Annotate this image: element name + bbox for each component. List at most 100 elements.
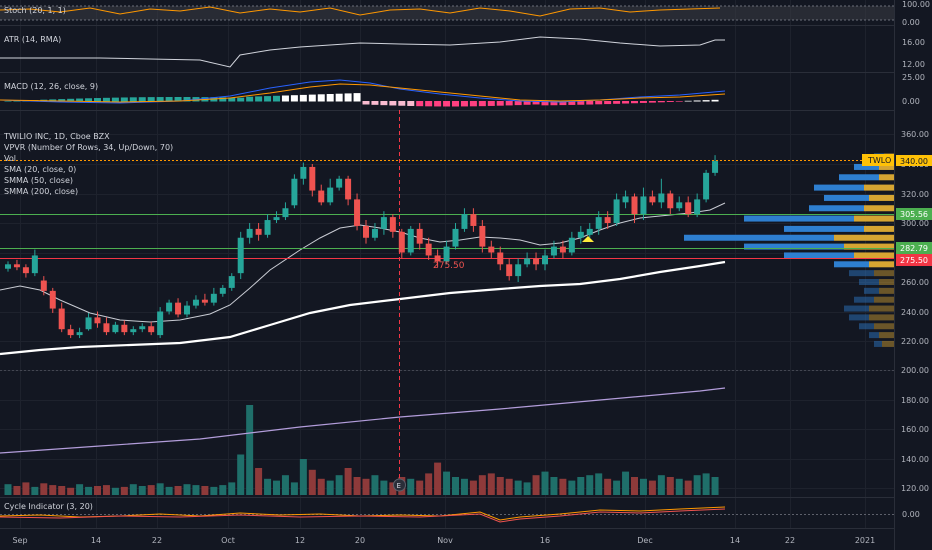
- time-tick: Nov: [437, 536, 453, 545]
- volume-bar: [165, 486, 173, 495]
- macd-bar: [111, 97, 119, 102]
- earnings-event-icon[interactable]: [393, 478, 406, 492]
- volume-bar: [416, 480, 424, 495]
- time-tick: 22: [152, 536, 162, 545]
- macd-bar: [532, 101, 540, 105]
- symbol-title[interactable]: TWILIO INC, 1D, Cboe BZX: [3, 132, 110, 141]
- vpvr-label[interactable]: VPVR (Number Of Rows, 34, Up/Down, 70): [4, 143, 173, 152]
- candle-body: [67, 329, 74, 336]
- macd-bar: [264, 96, 272, 102]
- volume-bar: [469, 480, 477, 495]
- volume-bar: [299, 459, 307, 495]
- smma50-label[interactable]: SMMA (50, close): [4, 176, 73, 185]
- candle-body: [649, 196, 656, 203]
- vp-row-down: [869, 194, 894, 201]
- stoch-pane[interactable]: Stoch (20, 1, 1): [0, 5, 894, 21]
- atr-tick: 16.00: [902, 38, 925, 47]
- candle-body: [300, 166, 307, 179]
- volume-bar: [353, 477, 361, 495]
- macd-bar: [487, 101, 495, 106]
- vp-row-up: [824, 194, 869, 201]
- time-tick: 22: [785, 536, 795, 545]
- candle-body: [13, 264, 20, 268]
- volume-bar: [568, 480, 576, 495]
- macd-bar: [684, 100, 692, 102]
- vp-row-up: [834, 261, 869, 268]
- macd-bar: [174, 97, 182, 102]
- stoch-label: Stoch (20, 1, 1): [4, 6, 66, 15]
- candle-body: [506, 264, 513, 277]
- price-axis[interactable]: 100.00 0.00 16.00 12.00 25.00 0.00 360.00 340.0…: [895, 0, 932, 550]
- volume-bar: [344, 468, 352, 495]
- macd-bar: [290, 95, 298, 102]
- volume-bar: [281, 475, 289, 495]
- macd-bar: [326, 94, 334, 102]
- vol-label[interactable]: Vol: [4, 154, 16, 163]
- macd-bar: [102, 97, 110, 102]
- candle-body: [443, 246, 450, 262]
- volume-bar: [675, 478, 683, 495]
- volume-bar: [290, 482, 298, 495]
- cycle-pane[interactable]: Cycle Indicator (3, 20): [0, 502, 894, 523]
- candle-body: [470, 214, 477, 226]
- volume-bar: [111, 487, 119, 495]
- volume-bar: [102, 485, 110, 495]
- candle-body: [94, 317, 101, 324]
- axis-background: [895, 0, 932, 550]
- candle-body: [112, 324, 119, 333]
- volume-bar: [666, 477, 674, 495]
- candle-body: [640, 196, 647, 215]
- macd-bar: [219, 97, 227, 102]
- last-price-text: 340.00: [900, 157, 928, 166]
- atr-label: ATR (14, RMA): [4, 35, 61, 44]
- macd-bar: [273, 95, 280, 102]
- macd-bar: [371, 101, 379, 105]
- volume-bar: [613, 480, 621, 495]
- macd-histogram: [4, 93, 719, 107]
- macd-bar: [523, 101, 531, 105]
- candle-body: [586, 228, 593, 235]
- candle-body: [345, 178, 352, 200]
- candle-body: [604, 217, 611, 223]
- candle-body: [703, 172, 710, 200]
- vp-row-up: [784, 252, 854, 259]
- ticker-tag-text: TWLO: [867, 156, 891, 165]
- volume-bar: [371, 475, 379, 495]
- candle-body: [166, 302, 173, 312]
- price-pane[interactable]: 275.50 E TWILIO INC, 1D, Cboe BZX VPVR (…: [0, 110, 894, 495]
- macd-bar: [67, 98, 75, 102]
- macd-bar: [183, 97, 191, 102]
- candle-body: [425, 243, 432, 256]
- time-axis[interactable]: Sep 14 22 Oct 12 20 Nov 16 Dec 14 22 2021: [12, 536, 875, 545]
- candle-body: [85, 317, 92, 330]
- candle-body: [210, 293, 217, 303]
- stoch-tick: 100.00: [902, 0, 930, 9]
- candle-body: [336, 178, 343, 188]
- atr-pane[interactable]: ATR (14, RMA): [0, 35, 725, 68]
- candle-body: [434, 255, 441, 262]
- vp-row-down: [879, 332, 894, 339]
- macd-pane[interactable]: MACD (12, 26, close, 9): [0, 79, 726, 107]
- candle-body: [479, 225, 486, 247]
- candle-body: [577, 231, 584, 238]
- candle-body: [613, 199, 620, 223]
- time-tick: Sep: [12, 536, 27, 545]
- candle-body: [676, 202, 683, 209]
- vp-row-up: [844, 305, 869, 312]
- volume-bar: [711, 477, 719, 495]
- price-tick: 300.00: [901, 219, 929, 228]
- macd-bar: [666, 101, 674, 102]
- candle-body: [595, 217, 602, 229]
- price-tick: 360.00: [901, 130, 929, 139]
- vp-row-down: [879, 279, 894, 285]
- macd-bar: [550, 101, 558, 106]
- smma200-label[interactable]: SMMA (200, close): [4, 187, 78, 196]
- macd-bar: [389, 101, 397, 106]
- vp-row-down: [869, 305, 894, 312]
- sma-label[interactable]: SMA (20, close, 0): [4, 165, 76, 174]
- vp-row-down: [854, 252, 894, 259]
- macd-bar: [639, 101, 647, 103]
- vp-row-up: [809, 205, 864, 212]
